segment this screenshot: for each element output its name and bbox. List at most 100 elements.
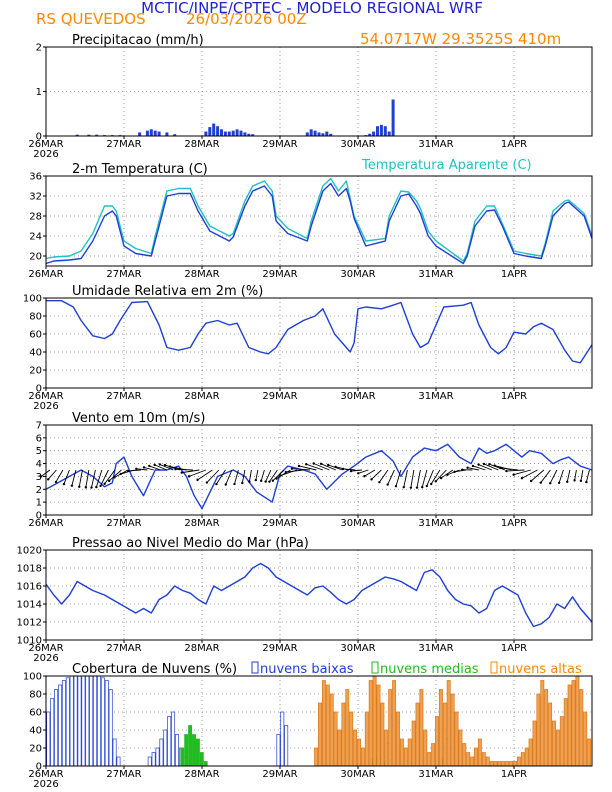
cloud-bar-high: [318, 702, 322, 767]
cloud-bar-high: [450, 693, 455, 767]
x-tick-label: 30MAR: [340, 269, 375, 280]
wind-arrow-head: [520, 477, 524, 480]
cloud-bar-high: [536, 693, 541, 767]
wind-arrow: [291, 468, 310, 471]
x-tick-label: 30MAR: [340, 769, 375, 780]
wind-arrow-head: [349, 469, 353, 473]
wind-arrow-head: [148, 464, 151, 468]
x-tick-label: 30MAR: [340, 643, 375, 654]
panel-title: 2-m Temperatura (C): [72, 162, 208, 177]
wind-arrow: [566, 469, 571, 482]
precip-bar: [379, 124, 383, 136]
wind-arrow: [188, 469, 207, 477]
cloud-bar-medium: [192, 734, 196, 767]
wind-arrow-head: [78, 485, 81, 488]
wind-arrow: [128, 469, 141, 472]
cloud-bar-low: [81, 675, 86, 767]
wind-arrow-head: [439, 476, 443, 480]
wind-arrow: [403, 469, 408, 488]
wind-arrow-head: [425, 484, 429, 488]
cloud-bar-high: [493, 761, 498, 767]
wind-arrow: [364, 469, 376, 477]
cloud-bar-low: [54, 689, 59, 767]
y-tick-label: 3: [36, 472, 42, 483]
cloud-bar-high: [524, 747, 529, 767]
wind-arrow: [91, 469, 96, 488]
wind-arrow: [143, 466, 155, 471]
temperature-line: [45, 182, 593, 265]
precip-bar: [145, 130, 149, 136]
y-tick-label: 100: [23, 294, 42, 305]
wind-arrow-head: [488, 463, 491, 466]
wind-arrow-head: [127, 469, 130, 473]
wind-arrow: [379, 469, 389, 483]
wind-arrow: [483, 463, 499, 471]
panel-title: Pressao ao Nivel Medio do Mar (hPa): [72, 536, 309, 551]
x-tick-label: 28MAR: [184, 643, 219, 654]
precip-bar: [313, 130, 317, 136]
cloud-bar-high: [520, 752, 525, 767]
legend-medium-clouds: nuvens medias: [380, 662, 479, 677]
wind-arrow: [467, 467, 479, 471]
cloud-bar-medium: [184, 734, 189, 767]
precip-bar: [87, 134, 91, 136]
precip-bar: [153, 130, 157, 136]
legend-high-clouds-icon: [490, 661, 498, 674]
x-tick-label: 27MAR: [106, 391, 141, 402]
wind-arrow-head: [446, 473, 449, 476]
wind-arrow: [95, 469, 103, 488]
cloud-bar-high: [325, 684, 330, 767]
wind-arrow-head: [327, 463, 330, 467]
panel-title: Vento em 10m (m/s): [72, 411, 205, 426]
cloud-bar-high: [368, 680, 373, 767]
wind-arrow: [149, 465, 161, 471]
wind-arrow-head: [409, 486, 413, 489]
x-tick-label: 28MAR: [184, 139, 219, 150]
cloud-bar-high: [333, 711, 338, 767]
x-tick-label: 27MAR: [106, 269, 141, 280]
wind-arrow: [447, 469, 460, 476]
precip-bar: [321, 133, 325, 136]
y-tick-label: 80: [29, 690, 42, 701]
cloud-bar-high: [567, 684, 572, 767]
precip-bar: [383, 126, 387, 136]
legend-apparent-temperature: Temperatura Aparente (C): [361, 158, 532, 173]
wind-arrow-head: [268, 480, 271, 483]
y-tick-label: 32: [29, 192, 42, 203]
wind-arrow: [472, 465, 486, 471]
cloud-bar-low: [58, 684, 62, 767]
wind-arrow: [430, 469, 441, 485]
wind-arrow-head: [297, 464, 301, 468]
wind-arrow: [410, 469, 415, 488]
header-title: MCTIC/INPE/CPTEC - MODELO REGIONAL WRF: [141, 0, 483, 17]
x-tick-label: 1APR: [501, 391, 527, 402]
y-tick-label: 0: [36, 511, 42, 522]
y-tick-label: 5: [36, 446, 42, 457]
wind-arrow-head: [363, 475, 366, 478]
x-tick-label: 29MAR: [262, 518, 297, 529]
wind-arrow-head: [378, 481, 381, 484]
cloud-bar-high: [345, 689, 350, 767]
wind-arrow: [540, 469, 551, 483]
x-tick-label: 1APR: [501, 769, 527, 780]
cloud-bar-low: [159, 738, 164, 767]
x-tick-label: 1APR: [501, 643, 527, 654]
precip-bar: [329, 133, 333, 136]
precip-bar: [165, 132, 169, 136]
wind-arrow-head: [180, 471, 183, 474]
cloud-bar-low: [284, 725, 289, 767]
y-tick-label: 0: [36, 132, 42, 143]
cloud-bar-high: [587, 738, 592, 767]
wind-arrow: [416, 469, 421, 488]
x-tick-label: 28MAR: [184, 518, 219, 529]
cloud-bar-low: [89, 675, 94, 767]
wind-arrow: [197, 469, 213, 481]
cloud-bar-low: [171, 711, 176, 767]
precip-bar: [216, 126, 220, 136]
y-tick-label: 24: [29, 232, 42, 243]
cloud-bar-low: [175, 734, 179, 767]
wind-arrow: [47, 469, 57, 480]
wind-arrow-head: [99, 484, 102, 488]
wind-arrow-head: [224, 483, 227, 486]
x-tick-label: 27MAR: [106, 643, 141, 654]
